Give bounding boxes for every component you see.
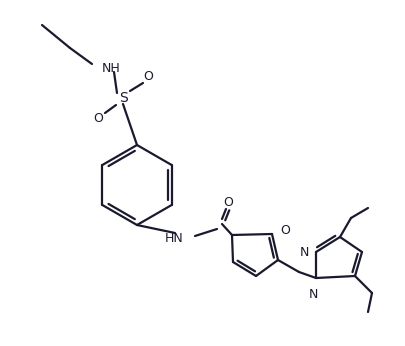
Text: N: N — [300, 246, 309, 258]
Text: NH: NH — [102, 62, 121, 74]
Text: N: N — [308, 288, 318, 301]
Text: O: O — [223, 195, 233, 209]
Text: O: O — [143, 70, 153, 82]
Text: O: O — [280, 225, 290, 237]
Text: S: S — [119, 91, 128, 105]
Text: HN: HN — [164, 231, 183, 245]
Text: O: O — [93, 111, 103, 125]
